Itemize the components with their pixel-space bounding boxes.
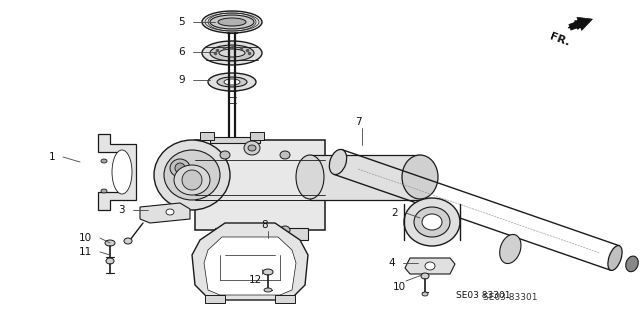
Ellipse shape xyxy=(404,198,460,246)
Text: 11: 11 xyxy=(79,247,92,257)
Ellipse shape xyxy=(202,11,262,33)
Ellipse shape xyxy=(422,214,442,230)
Ellipse shape xyxy=(101,189,107,193)
Ellipse shape xyxy=(422,292,428,296)
Ellipse shape xyxy=(280,226,290,234)
Ellipse shape xyxy=(608,246,622,271)
Text: 10: 10 xyxy=(79,233,92,243)
Polygon shape xyxy=(568,18,584,28)
Ellipse shape xyxy=(182,170,202,190)
Ellipse shape xyxy=(244,141,260,155)
Polygon shape xyxy=(140,203,190,223)
Ellipse shape xyxy=(248,145,256,151)
Ellipse shape xyxy=(402,155,438,199)
Ellipse shape xyxy=(414,207,450,237)
Ellipse shape xyxy=(106,258,114,264)
Polygon shape xyxy=(310,155,420,200)
Ellipse shape xyxy=(425,262,435,270)
Text: 8: 8 xyxy=(261,220,268,230)
Text: 12: 12 xyxy=(249,275,262,285)
Ellipse shape xyxy=(210,15,254,29)
Ellipse shape xyxy=(124,238,132,244)
Ellipse shape xyxy=(164,150,220,200)
Polygon shape xyxy=(205,295,225,303)
Ellipse shape xyxy=(170,159,190,177)
Ellipse shape xyxy=(166,209,174,215)
Ellipse shape xyxy=(154,140,230,210)
Ellipse shape xyxy=(220,151,230,159)
Ellipse shape xyxy=(500,234,521,263)
Polygon shape xyxy=(204,237,296,295)
Polygon shape xyxy=(200,132,214,140)
Polygon shape xyxy=(215,228,255,240)
Ellipse shape xyxy=(263,269,273,275)
Polygon shape xyxy=(195,140,325,230)
Text: 10: 10 xyxy=(393,282,406,292)
Polygon shape xyxy=(210,137,260,143)
Polygon shape xyxy=(250,132,264,140)
Text: 9: 9 xyxy=(179,75,185,85)
Ellipse shape xyxy=(264,288,272,292)
Ellipse shape xyxy=(208,73,256,91)
Text: 4: 4 xyxy=(388,258,395,268)
Text: SE03 83301: SE03 83301 xyxy=(456,291,510,300)
Ellipse shape xyxy=(224,79,240,85)
Ellipse shape xyxy=(217,77,247,87)
Ellipse shape xyxy=(219,49,245,57)
Ellipse shape xyxy=(218,18,246,26)
Text: FR.: FR. xyxy=(548,31,571,48)
Polygon shape xyxy=(192,223,308,300)
Ellipse shape xyxy=(175,163,185,173)
Text: 5: 5 xyxy=(179,17,185,27)
Polygon shape xyxy=(569,20,582,30)
Ellipse shape xyxy=(112,150,132,194)
Polygon shape xyxy=(98,134,136,210)
Polygon shape xyxy=(268,228,308,240)
Ellipse shape xyxy=(101,159,107,163)
Ellipse shape xyxy=(202,41,262,65)
Polygon shape xyxy=(577,17,593,31)
Ellipse shape xyxy=(280,151,290,159)
Text: 2: 2 xyxy=(392,208,398,218)
Text: 6: 6 xyxy=(179,47,185,57)
Ellipse shape xyxy=(105,240,115,246)
Ellipse shape xyxy=(330,149,347,174)
Ellipse shape xyxy=(210,45,254,61)
Ellipse shape xyxy=(220,226,230,234)
Ellipse shape xyxy=(626,256,638,272)
Ellipse shape xyxy=(174,165,210,195)
Ellipse shape xyxy=(421,273,429,279)
Text: SE03 83301: SE03 83301 xyxy=(483,293,537,302)
Polygon shape xyxy=(275,295,295,303)
Ellipse shape xyxy=(296,155,324,199)
Text: 3: 3 xyxy=(118,205,125,215)
Text: 7: 7 xyxy=(355,117,362,127)
Text: 1: 1 xyxy=(49,152,55,162)
Polygon shape xyxy=(405,258,455,274)
